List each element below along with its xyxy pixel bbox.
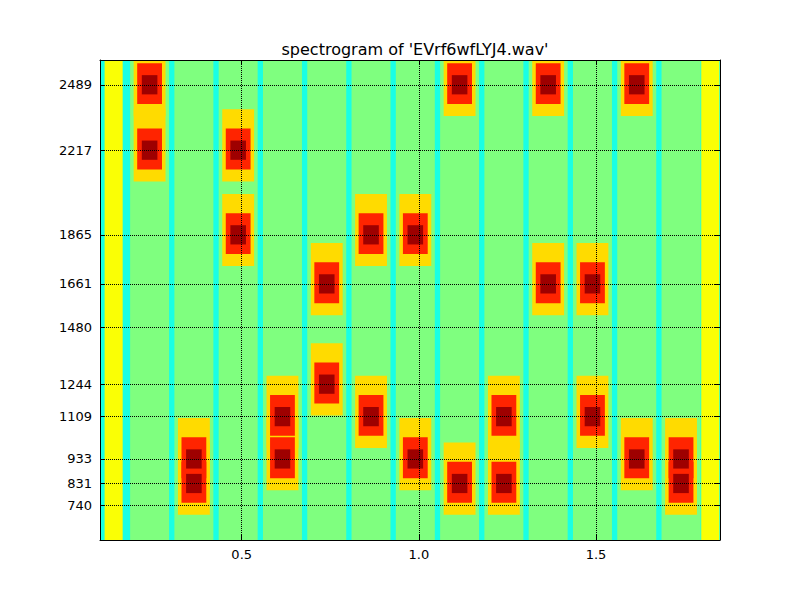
svg-text:1244: 1244: [59, 377, 92, 392]
svg-text:2217: 2217: [59, 143, 92, 158]
svg-text:1480: 1480: [59, 320, 92, 335]
svg-text:1109: 1109: [59, 409, 92, 424]
svg-text:1.5: 1.5: [586, 547, 607, 562]
svg-text:831: 831: [67, 476, 92, 491]
svg-text:spectrogram of 'EVrf6wfLYJ4.wa: spectrogram of 'EVrf6wfLYJ4.wav': [281, 40, 548, 59]
svg-text:740: 740: [67, 498, 92, 513]
svg-text:1661: 1661: [59, 276, 92, 291]
svg-text:1.0: 1.0: [409, 547, 430, 562]
svg-text:1865: 1865: [59, 227, 92, 242]
svg-text:933: 933: [67, 451, 92, 466]
svg-text:2489: 2489: [59, 77, 92, 92]
svg-text:0.5: 0.5: [231, 547, 252, 562]
